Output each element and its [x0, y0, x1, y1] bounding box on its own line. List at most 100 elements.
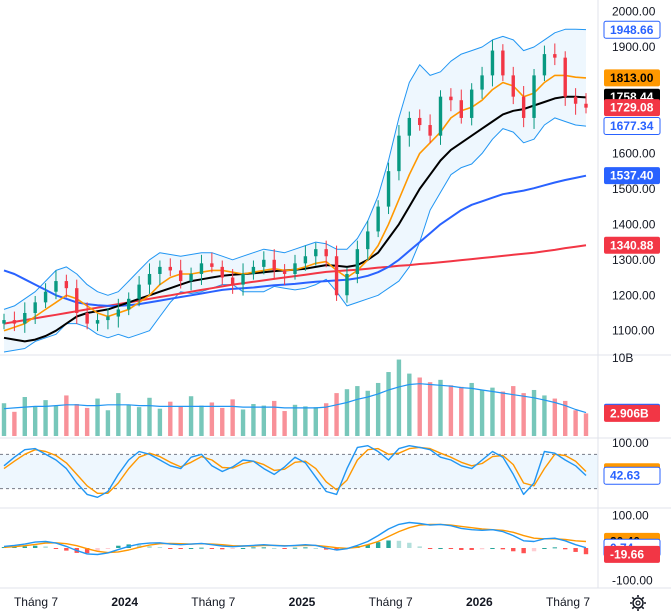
volume-bar[interactable] [583, 413, 589, 436]
price-candle[interactable] [480, 75, 484, 90]
macd-histogram-bar[interactable] [178, 548, 183, 549]
volume-bar[interactable] [500, 391, 506, 436]
price-candle[interactable] [106, 316, 110, 321]
volume-bar[interactable] [32, 406, 38, 436]
price-candle[interactable] [345, 273, 349, 296]
macd-histogram-bar[interactable] [282, 548, 287, 549]
macd-histogram-bar[interactable] [448, 548, 454, 549]
macd-histogram-bar[interactable] [1, 547, 7, 549]
macd-histogram-bar[interactable] [438, 548, 443, 549]
macd-histogram-bar[interactable] [53, 548, 59, 549]
macd-histogram-bar[interactable] [220, 548, 225, 550]
price-candle[interactable] [178, 270, 183, 282]
volume-bar[interactable] [12, 411, 17, 436]
price-candle[interactable] [116, 309, 121, 317]
price-candle[interactable] [386, 171, 391, 207]
price-candle[interactable] [511, 75, 515, 97]
price-candle[interactable] [54, 281, 58, 292]
price-candle[interactable] [23, 312, 27, 324]
volume-bar[interactable] [427, 382, 433, 436]
volume-bar[interactable] [521, 393, 526, 436]
macd-histogram-bar[interactable] [188, 548, 194, 549]
price-candle[interactable] [407, 117, 412, 136]
macd-histogram-bar[interactable] [323, 548, 329, 550]
price-candle[interactable] [521, 96, 526, 118]
volume-bar[interactable] [407, 373, 412, 436]
macd-histogram-bar[interactable] [396, 540, 402, 548]
macd-histogram-bar[interactable] [521, 548, 526, 554]
price-candle[interactable] [2, 320, 6, 324]
macd-histogram-bar[interactable] [531, 548, 537, 552]
macd-histogram-bar[interactable] [427, 548, 433, 549]
price-candle[interactable] [532, 75, 536, 118]
volume-bar[interactable] [334, 393, 339, 436]
macd-histogram-bar[interactable] [230, 548, 235, 549]
volume-bar[interactable] [116, 393, 121, 436]
volume-bar[interactable] [136, 407, 142, 436]
volume-bar[interactable] [240, 409, 246, 436]
volume-bar[interactable] [188, 396, 194, 436]
macd-histogram-bar[interactable] [417, 546, 422, 548]
volume-bar[interactable] [417, 377, 422, 437]
price-candle[interactable] [314, 249, 318, 257]
price-candle[interactable] [438, 96, 443, 136]
macd-histogram-bar[interactable] [459, 548, 464, 550]
price-candle[interactable] [43, 291, 48, 303]
price-candle[interactable] [584, 103, 588, 108]
price-candle[interactable] [469, 89, 474, 118]
volume-bar[interactable] [64, 395, 69, 436]
price-candle[interactable] [490, 50, 495, 76]
volume-bar[interactable] [261, 405, 267, 436]
price-candle[interactable] [251, 266, 256, 274]
macd-histogram-bar[interactable] [199, 547, 204, 549]
macd-histogram-bar[interactable] [84, 548, 90, 554]
macd-histogram-bar[interactable] [147, 546, 152, 548]
macd-histogram-bar[interactable] [334, 548, 339, 551]
volume-bar[interactable] [105, 410, 111, 436]
price-candle[interactable] [573, 96, 578, 104]
macd-histogram-bar[interactable] [563, 548, 568, 550]
volume-bar[interactable] [53, 405, 59, 436]
macd-histogram-bar[interactable] [542, 548, 547, 549]
price-candle[interactable] [158, 266, 162, 274]
volume-bar[interactable] [1, 403, 7, 436]
macd-histogram-bar[interactable] [303, 547, 308, 549]
volume-bar[interactable] [272, 400, 277, 436]
macd-histogram-bar[interactable] [240, 548, 246, 549]
volume-bar[interactable] [168, 401, 173, 436]
price-candle[interactable] [376, 206, 380, 232]
gear-icon[interactable] [630, 595, 646, 611]
price-candle[interactable] [397, 135, 401, 172]
volume-bar[interactable] [209, 402, 215, 436]
price-candle[interactable] [542, 54, 547, 76]
volume-bar[interactable] [344, 389, 350, 436]
price-candle[interactable] [418, 117, 422, 126]
macd-histogram-bar[interactable] [573, 548, 578, 552]
volume-bar[interactable] [438, 379, 443, 436]
macd-histogram-bar[interactable] [552, 547, 558, 549]
macd-histogram-bar[interactable] [136, 544, 142, 548]
volume-bar[interactable] [469, 382, 474, 436]
macd-histogram-bar[interactable] [272, 548, 277, 549]
macd-histogram-bar[interactable] [583, 548, 589, 555]
volume-bar[interactable] [199, 405, 204, 436]
volume-bar[interactable] [220, 407, 225, 436]
macd-histogram-bar[interactable] [22, 546, 27, 548]
volume-bar[interactable] [22, 397, 27, 436]
price-candle[interactable] [334, 256, 339, 296]
price-candle[interactable] [168, 266, 172, 271]
macd-histogram-bar[interactable] [105, 548, 111, 549]
macd-histogram-bar[interactable] [157, 547, 163, 549]
macd-histogram-bar[interactable] [500, 548, 506, 550]
volume-bar[interactable] [490, 387, 495, 436]
price-candle[interactable] [272, 259, 276, 271]
price-candle[interactable] [127, 298, 131, 310]
price-candle[interactable] [230, 277, 235, 285]
price-candle[interactable] [95, 320, 100, 324]
macd-histogram-bar[interactable] [386, 540, 391, 548]
macd-histogram-bar[interactable] [116, 545, 121, 548]
price-candle[interactable] [147, 273, 152, 285]
price-candle[interactable] [282, 270, 287, 274]
macd-histogram-bar[interactable] [168, 548, 173, 549]
